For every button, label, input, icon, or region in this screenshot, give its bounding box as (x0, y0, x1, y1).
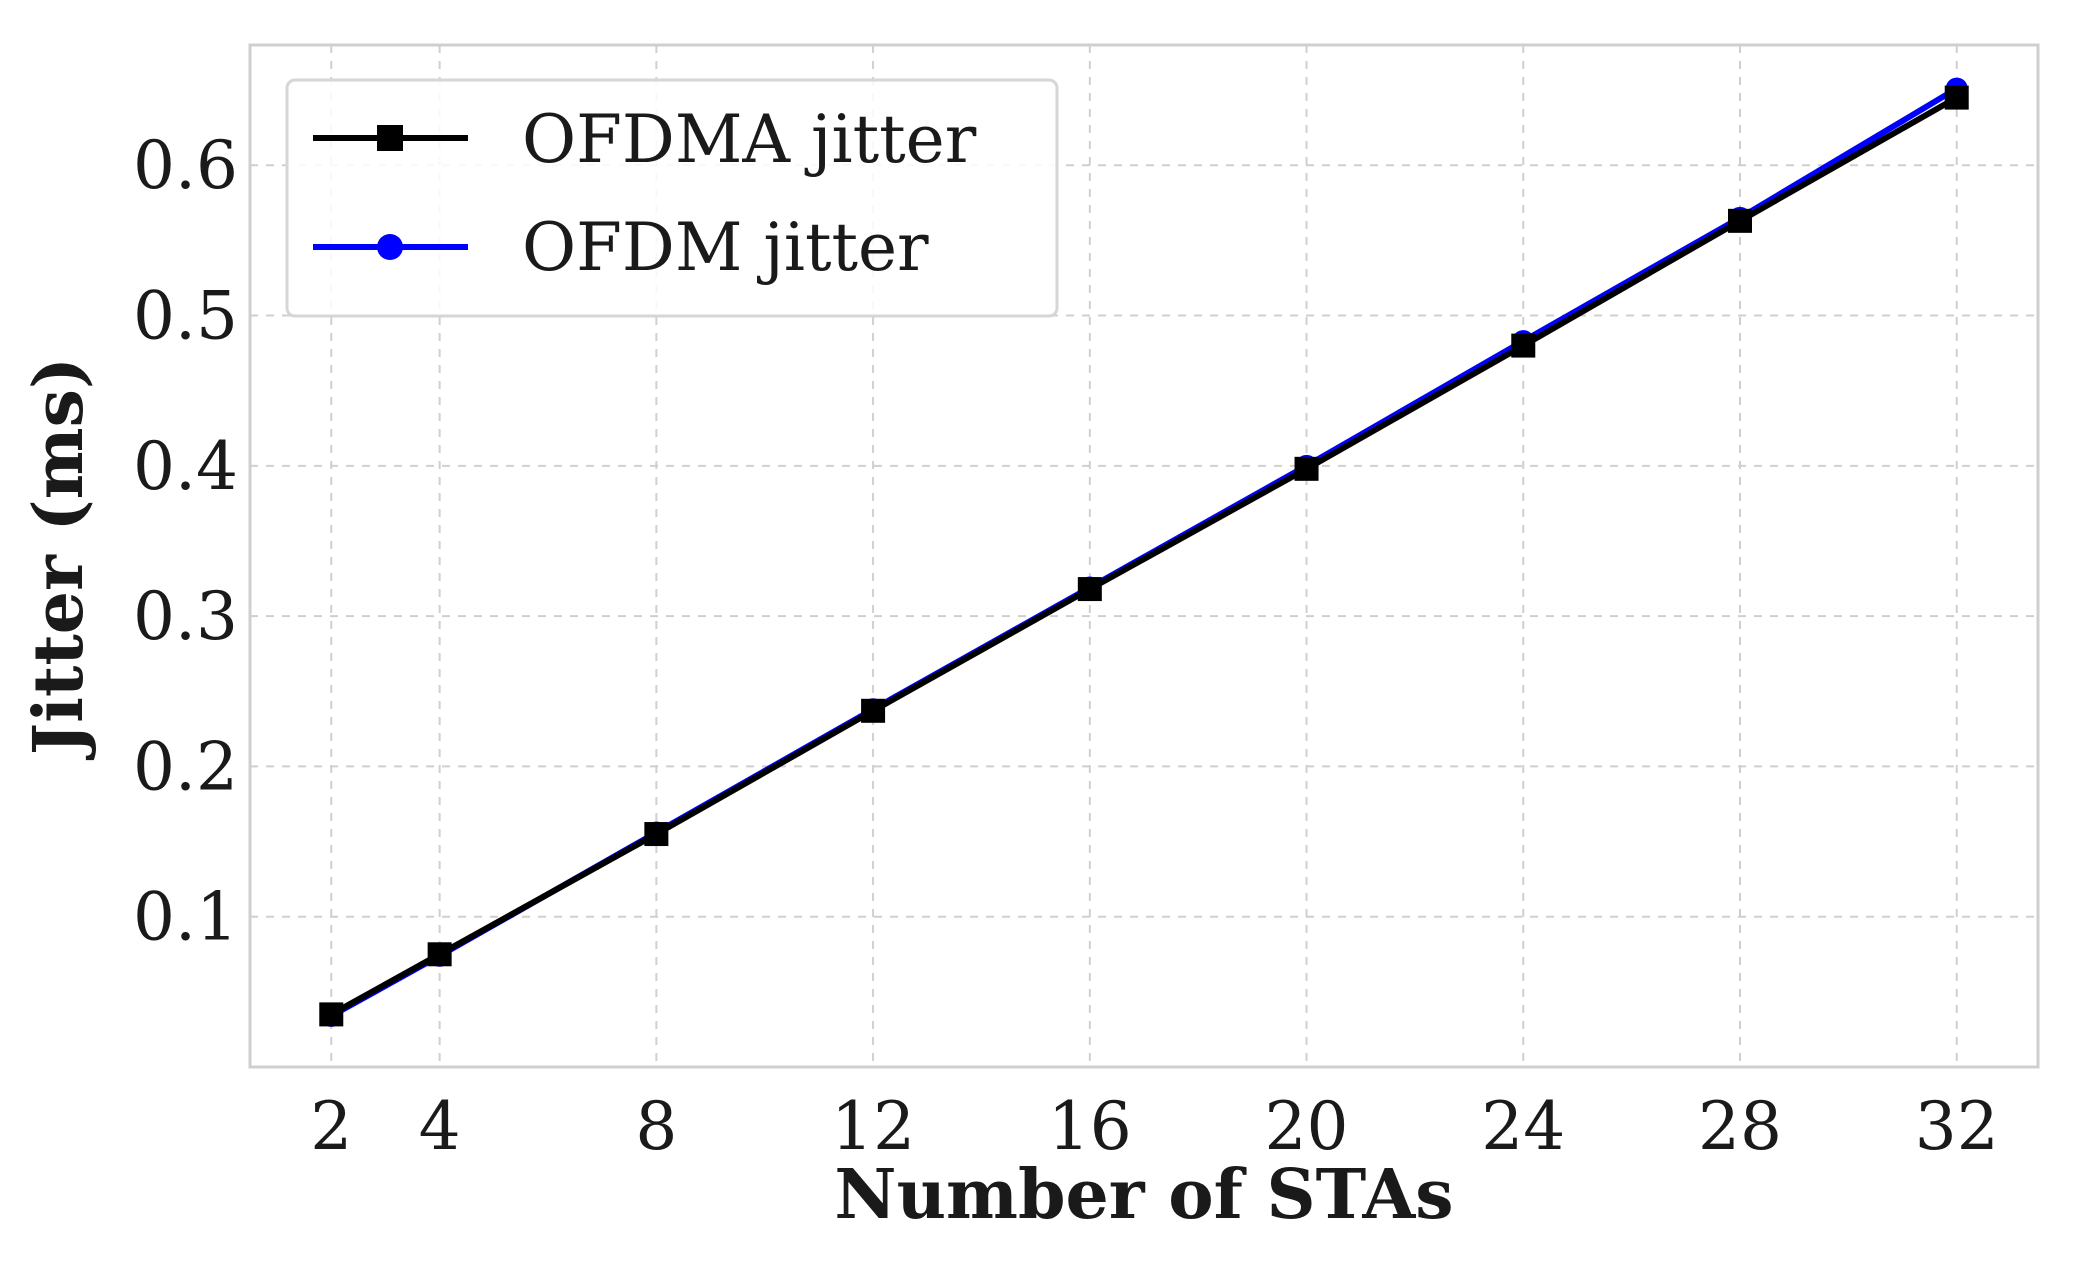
legend-label-ofdm: OFDM jitter (522, 209, 929, 286)
data-point-ofdma-jitter (1728, 208, 1752, 233)
x-axis-title: Number of STAs (834, 1155, 1453, 1235)
x-tick-labels: 2 4 8 12 16 20 24 28 32 (310, 1088, 1998, 1165)
x-tick-label: 4 (419, 1088, 461, 1165)
grid (250, 45, 2038, 1067)
x-tick-label: 28 (1698, 1088, 1782, 1165)
data-point-ofdma-jitter (861, 698, 886, 723)
data-point-ofdma-jitter (644, 822, 669, 847)
x-tick-label: 12 (831, 1088, 915, 1165)
legend-marker-ofdma (377, 125, 403, 151)
data-point-ofdma-jitter (1511, 333, 1536, 358)
legend-marker-ofdm (377, 234, 403, 260)
y-tick-label: 0.5 (133, 278, 238, 355)
x-tick-label: 32 (1915, 1088, 1999, 1165)
y-tick-label: 0.1 (133, 879, 238, 956)
y-tick-label: 0.2 (133, 728, 238, 805)
series-layer (319, 77, 1969, 1027)
legend: OFDMA jitter OFDM jitter (285, 78, 1059, 318)
y-tick-labels: 0.1 0.2 0.3 0.4 0.5 0.6 (133, 127, 238, 955)
y-tick-label: 0.4 (133, 428, 238, 505)
x-tick-label: 8 (635, 1088, 677, 1165)
legend-box (285, 78, 1059, 318)
x-tick-label: 20 (1265, 1088, 1349, 1165)
data-point-ofdma-jitter (1294, 456, 1319, 481)
data-point-ofdma-jitter (1077, 577, 1102, 602)
y-tick-label: 0.3 (133, 578, 238, 655)
data-point-ofdma-jitter (319, 1002, 344, 1027)
plot-frame (248, 43, 2040, 1069)
data-point-ofdma-jitter (427, 942, 452, 967)
x-tick-label: 16 (1048, 1088, 1132, 1165)
data-point-ofdma-jitter (1944, 85, 1969, 110)
y-tick-label: 0.6 (133, 127, 238, 204)
legend-label-ofdma: OFDMA jitter (522, 101, 977, 178)
series-ofdma-jitter (319, 85, 1969, 1027)
y-axis-title: Jitter (ms) (19, 357, 99, 760)
x-tick-label: 24 (1481, 1088, 1565, 1165)
x-tick-label: 2 (310, 1088, 352, 1165)
